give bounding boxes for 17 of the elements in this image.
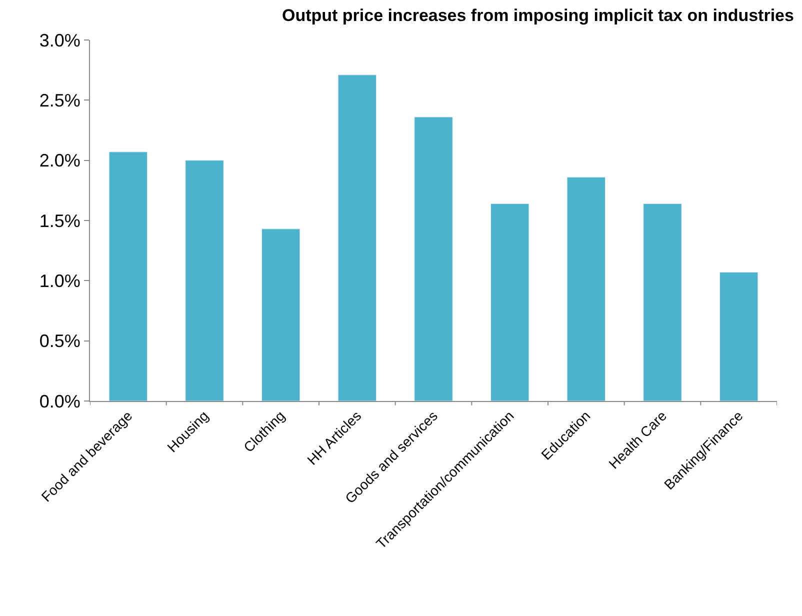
bar xyxy=(490,203,530,401)
bar xyxy=(185,160,224,401)
y-tick-label: 1.5% xyxy=(39,210,80,231)
bar xyxy=(720,272,758,401)
bar xyxy=(108,152,148,401)
y-tick-label: 0.0% xyxy=(39,391,80,412)
bar xyxy=(643,203,682,401)
y-tick-label: 1.0% xyxy=(39,270,80,291)
y-tick-label: 0.5% xyxy=(39,331,80,352)
bar xyxy=(262,228,300,401)
bar xyxy=(414,116,453,401)
bar xyxy=(338,74,376,401)
y-tick-label: 2.5% xyxy=(39,90,80,110)
y-tick-label: 2.0% xyxy=(39,150,80,171)
bar xyxy=(566,176,606,401)
y-tick-label: 3.0% xyxy=(39,30,80,50)
chart-title: Output price increases from imposing implicit tax on industries xyxy=(282,6,794,26)
